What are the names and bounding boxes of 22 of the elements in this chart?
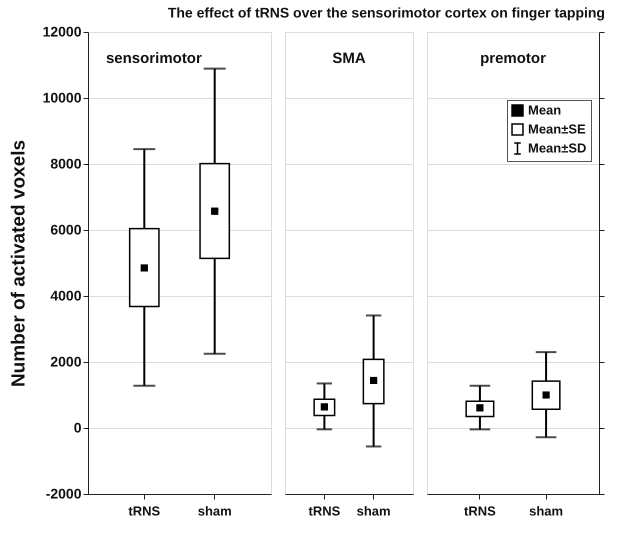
annotation: sensorimotor [106, 50, 202, 67]
y-tick-label: 8000 [50, 156, 82, 172]
x-tick-label: tRNS [128, 504, 161, 518]
x-tick-label: sham [356, 504, 391, 518]
y-tick-label: 4000 [50, 288, 82, 304]
y-tick-label: -2000 [46, 486, 82, 502]
text: The effect of tRNS over the sensorimotor cortex on finger tapping [168, 4, 605, 20]
x-tick-label: sham [198, 504, 232, 518]
y-axis-title: Number of activated voxels [8, 140, 30, 388]
annotation: SMA [332, 50, 366, 67]
y-tick-label: 6000 [50, 222, 82, 238]
x-tick-label: tRNS [308, 504, 341, 518]
annotation: premotor [480, 50, 546, 67]
x-tick-label: tRNS [464, 504, 496, 518]
y-tick-label: 0 [74, 420, 82, 436]
y-tick-label: 2000 [50, 354, 82, 370]
y-tick-label: 10000 [42, 90, 82, 106]
legend-label: Mean±SD [528, 140, 586, 156]
x-tick-label: sham [529, 504, 564, 518]
legend-label: Mean [528, 102, 562, 118]
legend-label: Mean±SE [528, 122, 586, 136]
y-tick-label: 12000 [42, 24, 82, 40]
